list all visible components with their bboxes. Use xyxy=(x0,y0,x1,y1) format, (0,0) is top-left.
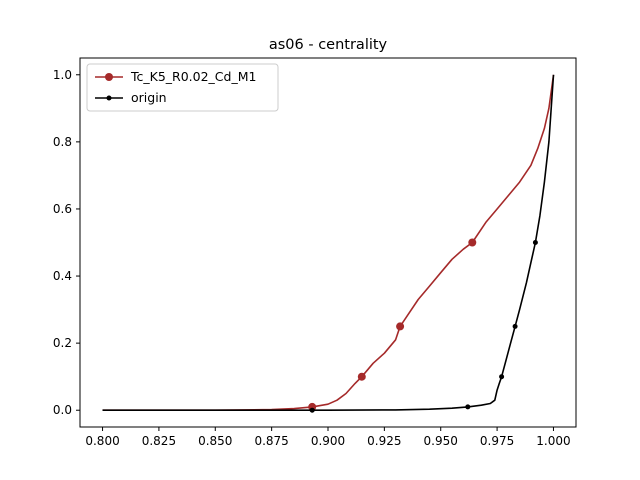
series-2-marker xyxy=(309,407,315,413)
series-line-2 xyxy=(102,74,555,411)
series-1-marker xyxy=(468,238,477,247)
plot-frame xyxy=(79,57,577,428)
x-tick-label: 0.900 xyxy=(311,434,345,448)
x-tick-label: 0.875 xyxy=(254,434,288,448)
legend-label-series-2: origin xyxy=(131,90,167,105)
series-2-marker xyxy=(512,323,518,329)
y-tick-label: 0.0 xyxy=(53,403,72,417)
chart-title: as06 - centrality xyxy=(269,37,388,53)
x-tick-label: 0.975 xyxy=(480,434,514,448)
legend-box xyxy=(86,63,279,112)
y-tick-label: 0.4 xyxy=(53,269,72,283)
x-tick-label: 0.850 xyxy=(198,434,232,448)
x-tick-label: 0.925 xyxy=(367,434,401,448)
legend: Tc_K5_R0.02_Cd_M1 origin xyxy=(86,63,279,112)
y-tick-label: 1.0 xyxy=(53,68,72,82)
legend-marker-series-1 xyxy=(105,73,113,81)
series-2-marker xyxy=(499,374,505,380)
series-2-marker xyxy=(532,240,538,245)
series-layer xyxy=(102,74,555,413)
x-tick-label: 0.800 xyxy=(85,434,119,448)
series-line-1 xyxy=(102,74,555,411)
y-tick-label: 0.6 xyxy=(53,202,72,216)
series-1-marker xyxy=(357,372,366,381)
y-tick-label: 0.2 xyxy=(53,336,72,350)
legend-marker-series-2 xyxy=(106,95,112,101)
y-tick-label: 0.8 xyxy=(53,135,72,149)
legend-label-series-1: Tc_K5_R0.02_Cd_M1 xyxy=(130,69,256,84)
axes-layer: 0.800 0.825 0.850 0.875 0.900 0.925 0.950 0.975… xyxy=(53,68,571,448)
series-2-marker xyxy=(465,404,471,410)
x-tick-label: 1.000 xyxy=(536,434,570,448)
x-tick-label: 0.950 xyxy=(424,434,458,448)
series-1-marker xyxy=(396,322,405,331)
x-tick-label: 0.825 xyxy=(142,434,176,448)
